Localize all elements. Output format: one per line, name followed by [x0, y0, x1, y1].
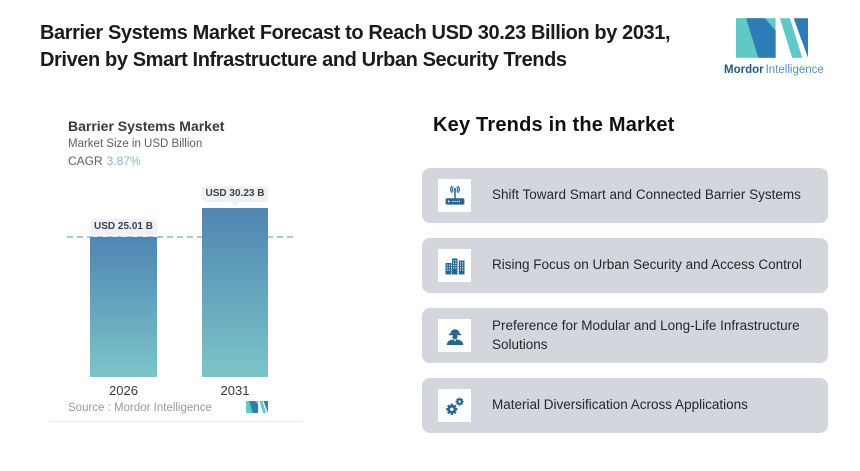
- mini-mordor-logo-icon: [246, 401, 268, 413]
- chart-cagr: CAGR 3.87%: [68, 154, 141, 168]
- bar-value-label-2031: USD 30.23 B: [202, 186, 268, 206]
- x-tick-2026: 2026: [109, 383, 138, 398]
- icon-tile: [438, 179, 471, 212]
- mordor-logo-icon: [736, 18, 808, 58]
- icon-tile: [438, 319, 471, 352]
- mordor-intelligence-logo: Mordor Intelligence: [724, 18, 824, 76]
- icon-tile: [438, 249, 471, 282]
- logo-wordmark: Mordor Intelligence: [724, 64, 824, 76]
- trends-heading: Key Trends in the Market: [433, 114, 675, 136]
- page-title: Barrier Systems Market Forecast to Reach…: [40, 20, 730, 74]
- chart-subtitle: Market Size in USD Billion: [68, 138, 203, 150]
- chart-bottom-divider: [50, 421, 302, 422]
- trend-label: Shift Toward Smart and Connected Barrier…: [492, 187, 801, 203]
- icon-tile: [438, 389, 471, 422]
- page-title-line1: Barrier Systems Market Forecast to Reach…: [40, 22, 671, 44]
- wifi-router-icon: [445, 185, 464, 205]
- logo-brand: Mordor: [724, 64, 764, 76]
- trend-label: Rising Focus on Urban Security and Acces…: [492, 257, 802, 273]
- x-tick-2031: 2031: [220, 383, 250, 398]
- engineer-icon: [446, 328, 463, 345]
- gears-icon: [445, 397, 464, 415]
- city-buildings-icon: [445, 258, 464, 274]
- trend-card-modular-infrastructure: Preference for Modular and Long-Life Inf…: [422, 308, 828, 363]
- trend-label: Material Diversification Across Applicat…: [492, 397, 748, 413]
- trend-card-urban-security: Rising Focus on Urban Security and Acces…: [422, 238, 828, 293]
- trend-card-material-diversification: Material Diversification Across Applicat…: [422, 378, 828, 433]
- trends-list: Shift Toward Smart and Connected Barrier…: [422, 168, 828, 433]
- bar-2026: [90, 237, 157, 377]
- bar-2031: [202, 208, 268, 377]
- trend-label: Preference for Modular and Long-Life Inf…: [492, 317, 800, 352]
- chart-title: Barrier Systems Market: [68, 118, 225, 134]
- page-title-line2: Driven by Smart Infrastructure and Urban…: [40, 49, 567, 71]
- bar-value-label-2026: USD 25.01 B: [90, 219, 157, 239]
- trend-card-smart-connected: Shift Toward Smart and Connected Barrier…: [422, 168, 828, 223]
- chart-source: Source : Mordor Intelligence: [68, 402, 212, 414]
- cagr-value: 3.87%: [106, 154, 141, 168]
- cagr-label: CAGR: [68, 154, 103, 168]
- reference-line: [67, 236, 293, 238]
- market-chart-card: Barrier Systems Market Market Size in US…: [40, 110, 310, 422]
- logo-brand-suffix: Intelligence: [765, 64, 824, 76]
